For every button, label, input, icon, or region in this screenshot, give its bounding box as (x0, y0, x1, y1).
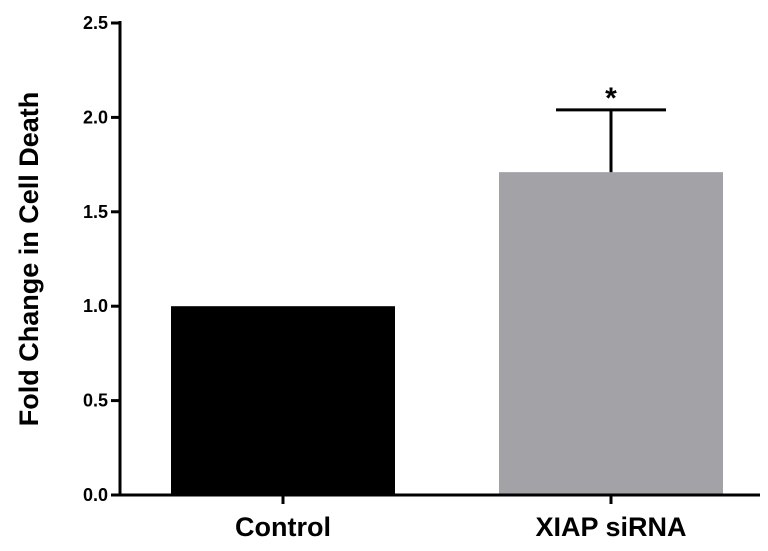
annotations-layer: * (605, 82, 617, 115)
y-tick-label: 0.5 (83, 391, 108, 411)
bar-control (171, 306, 395, 495)
y-tick-label: 1.0 (83, 296, 108, 316)
x-tick-label: XIAP siRNA (535, 512, 686, 542)
y-tick-label: 1.5 (83, 202, 108, 222)
x-tick-label: Control (235, 512, 331, 542)
x-ticks-layer: Control XIAP siRNA (235, 495, 687, 542)
y-tick-label: 2.5 (83, 13, 108, 33)
y-tick-label: 0.0 (83, 485, 108, 505)
error-bars-layer (556, 108, 666, 173)
bars-layer (171, 172, 723, 496)
y-ticks-layer: 0.0 0.5 1.0 1.5 2.0 2.5 (83, 13, 120, 505)
y-axis-label: Fold Change in Cell Death (14, 92, 44, 427)
axes-layer (118, 21, 760, 497)
significance-star: * (605, 82, 617, 115)
bar-xiap-sirna (499, 172, 723, 496)
y-tick-label: 2.0 (83, 107, 108, 127)
